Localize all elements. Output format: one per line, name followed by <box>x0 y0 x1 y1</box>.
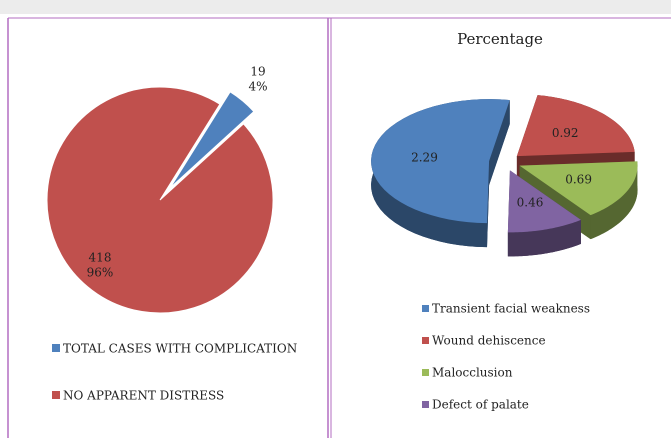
pie-slice-3d <box>371 99 510 248</box>
data-label: 96% <box>87 266 114 280</box>
legend-label: Malocclusion <box>432 366 513 380</box>
legend-swatch <box>52 344 60 352</box>
data-label: 2.29 <box>411 150 438 164</box>
data-label: 0.69 <box>565 172 592 186</box>
legend-label: Wound dehiscence <box>432 334 546 348</box>
pie-slice <box>46 86 274 314</box>
slice-face <box>487 161 490 248</box>
slice-face <box>371 99 510 224</box>
legend-swatch <box>422 305 429 312</box>
pie-slice <box>169 91 255 189</box>
slice-face <box>519 161 638 216</box>
slice-face <box>516 95 635 157</box>
legend-label: NO APPARENT DISTRESS <box>63 389 224 403</box>
data-label: 0.46 <box>517 195 544 209</box>
pie-slice-3d <box>507 170 581 257</box>
data-label: 418 <box>89 251 112 265</box>
slice-face <box>590 161 638 240</box>
slice-face <box>507 219 581 257</box>
pie-slice-3d <box>516 95 635 181</box>
data-label: 4% <box>248 80 267 94</box>
slice-face <box>507 170 581 233</box>
legend-swatch <box>422 337 429 344</box>
legend-swatch <box>52 391 60 399</box>
top-bar <box>0 0 671 14</box>
chart-title: Percentage <box>457 30 543 48</box>
legend-swatch <box>422 369 429 376</box>
data-label: 19 <box>250 65 265 79</box>
legend-swatch <box>422 401 429 408</box>
legend-label: TOTAL CASES WITH COMPLICATION <box>63 342 297 356</box>
data-label: 0.92 <box>552 126 579 140</box>
legend-label: Transient facial weakness <box>432 302 590 316</box>
legend-label: Defect of palate <box>432 398 529 412</box>
